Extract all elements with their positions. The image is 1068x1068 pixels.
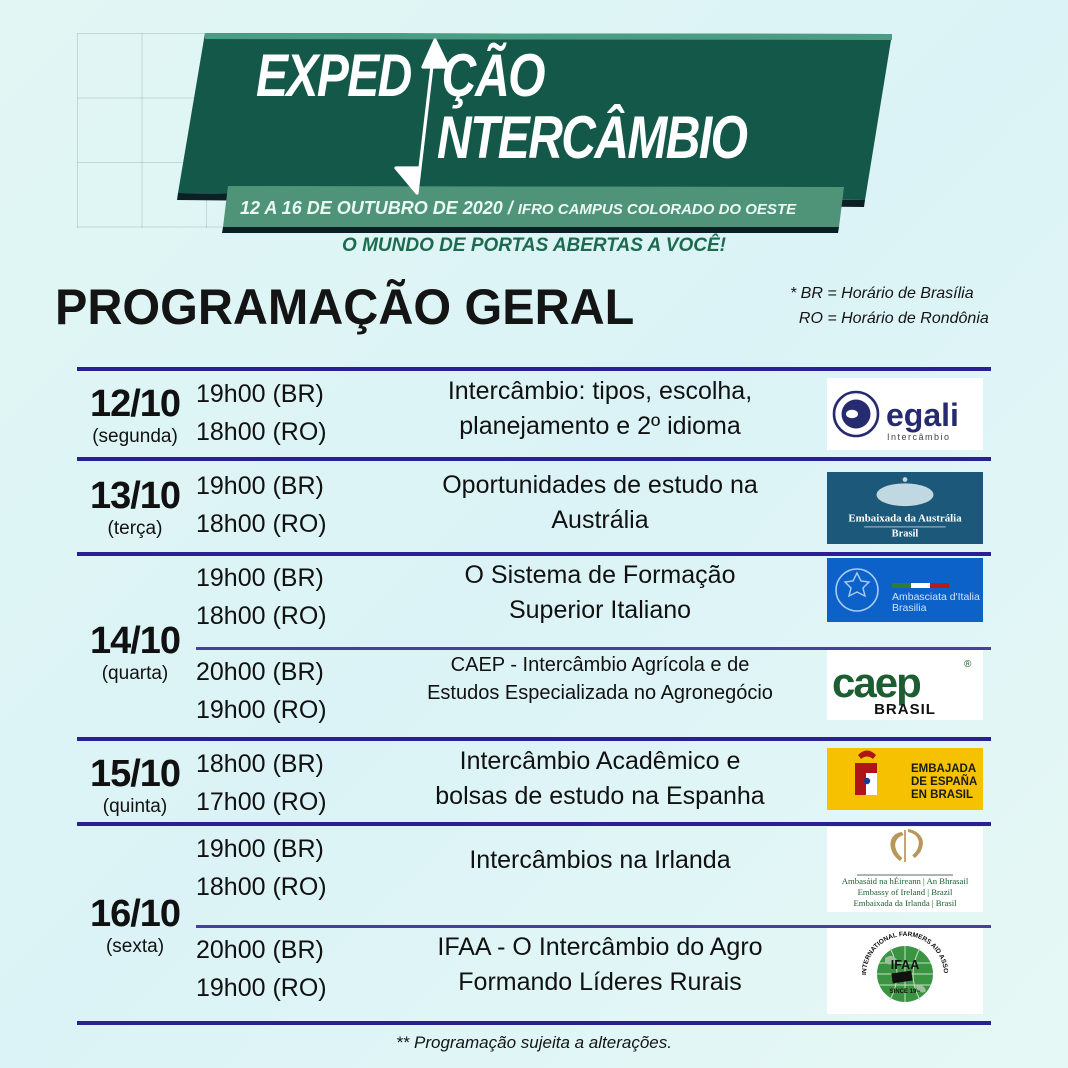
svg-text:EN BRASIL: EN BRASIL: [911, 789, 973, 801]
svg-text:Intercâmbio: Intercâmbio: [887, 432, 951, 442]
svg-text:Embassy of Ireland | Brazil: Embassy of Ireland | Brazil: [858, 887, 953, 897]
svg-text:egali: egali: [886, 397, 959, 433]
svg-text:Brasil: Brasil: [892, 528, 919, 539]
svg-text:DE ESPAÑA: DE ESPAÑA: [911, 775, 977, 788]
svg-text:BRASIL: BRASIL: [874, 701, 936, 718]
svg-text:Ambasáid na hÉireann | An Bhra: Ambasáid na hÉireann | An Bhrasail: [842, 876, 969, 886]
svg-text:caep: caep: [832, 659, 920, 706]
svg-text:EMBAJADA: EMBAJADA: [911, 763, 976, 775]
svg-text:IFAA: IFAA: [891, 958, 919, 972]
svg-text:Embaixada da Irlanda | Brasil: Embaixada da Irlanda | Brasil: [853, 898, 957, 908]
svg-text:®: ®: [964, 659, 972, 670]
svg-text:Embaixada da Austrália: Embaixada da Austrália: [848, 512, 962, 524]
svg-text:SINCE 19--: SINCE 19--: [890, 989, 921, 995]
svg-text:Brasilia: Brasilia: [892, 602, 927, 614]
